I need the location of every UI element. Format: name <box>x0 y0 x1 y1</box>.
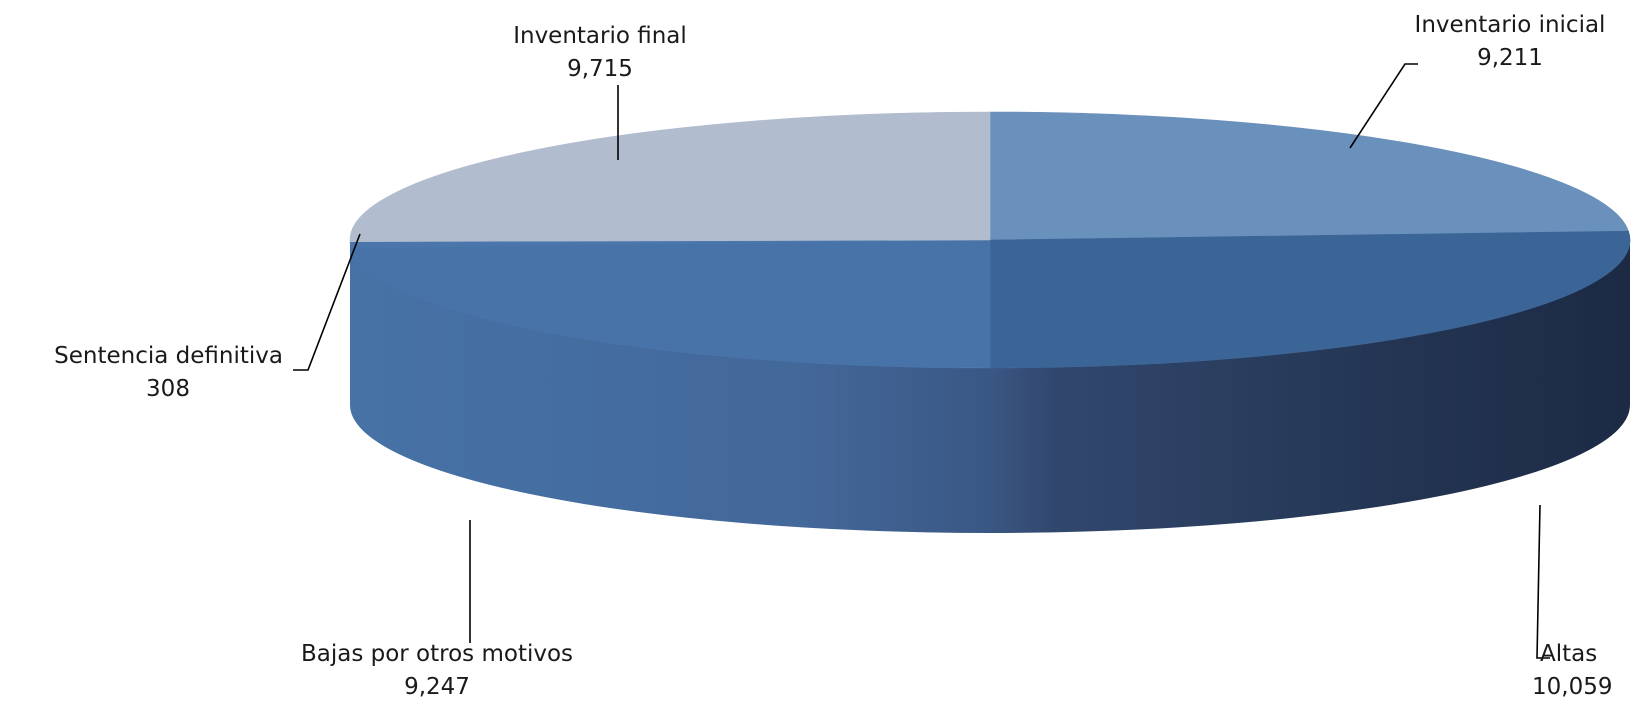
category-label-inventario-final: Inventario final <box>513 23 687 49</box>
pie-slice-inventario-final <box>349 111 991 242</box>
category-label-sentencia-definitiva: Sentencia definitiva <box>54 343 283 369</box>
value-label-sentencia-definitiva: 308 <box>146 376 190 402</box>
pie-slice-bajas-por-otros-motivos <box>350 239 991 369</box>
leader-lines <box>293 63 1550 659</box>
data-labels: Inventario inicial 9,211 Altas 10,059 Bajas … <box>54 12 1612 700</box>
category-label-altas: Altas <box>1540 641 1597 667</box>
leader-line-altas <box>1536 504 1550 659</box>
leader-line-inventario-inicial <box>1349 63 1418 149</box>
pie-slice-altas <box>989 230 1631 369</box>
value-label-altas: 10,059 <box>1532 674 1612 700</box>
leader-line-sentencia-definitiva <box>293 233 361 371</box>
pie-side-wall <box>350 240 1630 533</box>
value-label-bajas-por-otros-motivos: 9,247 <box>404 674 470 700</box>
pie-slice-inventario-inicial <box>989 111 1629 241</box>
category-label-inventario-inicial: Inventario inicial <box>1415 12 1606 38</box>
value-label-inventario-inicial: 9,211 <box>1477 45 1543 71</box>
pie-top-face <box>349 111 1631 369</box>
value-label-inventario-final: 9,715 <box>567 56 633 82</box>
pie-side-surface <box>350 240 1630 533</box>
category-label-bajas-por-otros-motivos: Bajas por otros motivos <box>301 641 573 667</box>
